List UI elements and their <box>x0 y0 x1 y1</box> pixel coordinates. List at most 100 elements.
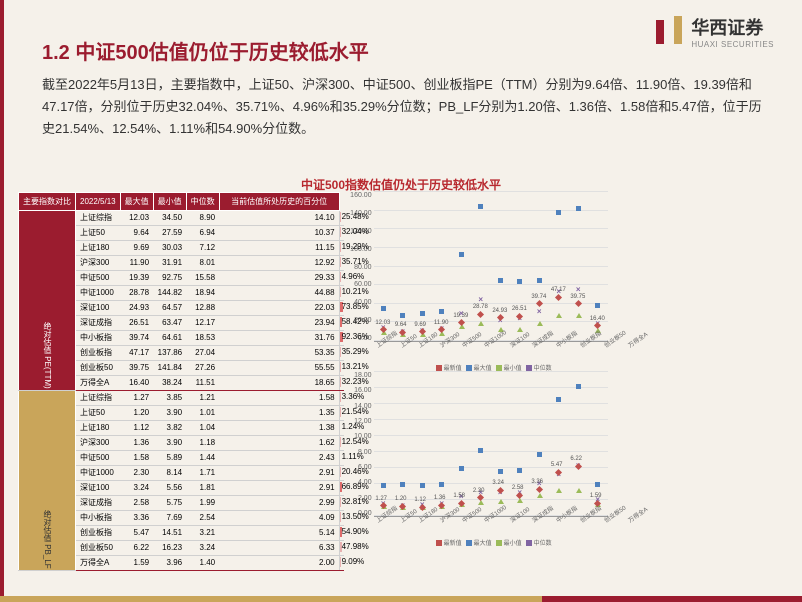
cell: 2.30 <box>120 466 153 481</box>
percentile-cell: 1.24% <box>339 421 344 436</box>
cell: 53.35 <box>219 346 339 361</box>
percentile-cell: 9.09% <box>339 556 344 571</box>
cell: 39.74 <box>120 331 153 346</box>
cell: 4.09 <box>219 511 339 526</box>
cell: 3.85 <box>153 391 186 406</box>
cell: 3.24 <box>120 481 153 496</box>
col-header: 最小值 <box>153 193 186 211</box>
cell: 1.27 <box>120 391 153 406</box>
cell: 2.43 <box>219 451 339 466</box>
cell: 5.47 <box>120 526 153 541</box>
cell: 18.94 <box>186 286 219 301</box>
cell: 7.12 <box>186 241 219 256</box>
cell: 1.38 <box>219 421 339 436</box>
col-header: 当前估值所处历史的百分位 <box>219 193 339 211</box>
table-row: 绝对估值 PB_LF上证综指1.273.851.211.583.36% <box>19 391 344 406</box>
percentile-cell: 10.21% <box>339 286 344 301</box>
percentile-cell: 35.29% <box>339 346 344 361</box>
cell: 31.91 <box>153 256 186 271</box>
table-row: 绝对估值 PE(TTM)上证综指12.0334.508.9014.1025.48… <box>19 211 344 226</box>
cell: 1.59 <box>120 556 153 571</box>
cell: 28.78 <box>120 286 153 301</box>
cell: 1.20 <box>120 406 153 421</box>
cell: 6.22 <box>120 541 153 556</box>
percentile-cell: 32.23% <box>339 376 344 391</box>
cell: 14.10 <box>219 211 339 226</box>
cell: 中小板指 <box>76 331 121 346</box>
percentile-cell: 58.42% <box>339 316 344 331</box>
col-header: 2022/5/13 <box>76 193 121 211</box>
cell: 创业板指 <box>76 346 121 361</box>
cell: 2.00 <box>219 556 339 571</box>
brand-logo: 华西证券 HUAXI SECURITIES <box>653 14 774 49</box>
cell: 14.51 <box>153 526 186 541</box>
cell: 9.69 <box>120 241 153 256</box>
logo-text-cn: 华西证券 <box>691 14 774 40</box>
percentile-cell: 12.54% <box>339 436 344 451</box>
group-label: 绝对估值 PB_LF <box>19 391 76 571</box>
cell: 1.58 <box>120 451 153 466</box>
logo-icon <box>653 16 685 48</box>
percentile-cell: 66.89% <box>339 481 344 496</box>
cell: 12.92 <box>219 256 339 271</box>
cell: 上证180 <box>76 241 121 256</box>
cell: 9.64 <box>120 226 153 241</box>
cell: 12.88 <box>186 301 219 316</box>
cell: 44.88 <box>219 286 339 301</box>
percentile-cell: 32.04% <box>339 226 344 241</box>
cell: 3.96 <box>153 556 186 571</box>
cell: 3.82 <box>153 421 186 436</box>
cell: 2.54 <box>186 511 219 526</box>
cell: 12.03 <box>120 211 153 226</box>
pe-boxplot-chart: 160.00140.00120.00100.0080.0060.0040.002… <box>350 192 610 372</box>
cell: 1.01 <box>186 406 219 421</box>
cell: 144.82 <box>153 286 186 301</box>
cell: 2.58 <box>120 496 153 511</box>
cell: 24.93 <box>120 301 153 316</box>
cell: 中证1000 <box>76 466 121 481</box>
cell: 23.94 <box>219 316 339 331</box>
cell: 16.23 <box>153 541 186 556</box>
cell: 深证100 <box>76 481 121 496</box>
cell: 1.35 <box>219 406 339 421</box>
footer-stripe <box>0 596 802 602</box>
cell: 64.57 <box>153 301 186 316</box>
cell: 8.90 <box>186 211 219 226</box>
cell: 29.33 <box>219 271 339 286</box>
cell: 3.90 <box>153 406 186 421</box>
percentile-cell: 47.98% <box>339 541 344 556</box>
group-label: 绝对估值 PE(TTM) <box>19 211 76 391</box>
percentile-cell: 1.11% <box>339 451 344 466</box>
cell: 11.90 <box>120 256 153 271</box>
cell: 7.69 <box>153 511 186 526</box>
cell: 1.71 <box>186 466 219 481</box>
cell: 5.89 <box>153 451 186 466</box>
col-header: 主要指数对比 <box>19 193 76 211</box>
cell: 1.58 <box>219 391 339 406</box>
percentile-cell: 32.81% <box>339 496 344 511</box>
cell: 中证500 <box>76 451 121 466</box>
cell: 39.75 <box>120 361 153 376</box>
cell: 1.04 <box>186 421 219 436</box>
cell: 3.90 <box>153 436 186 451</box>
cell: 8.01 <box>186 256 219 271</box>
cell: 深证成指 <box>76 316 121 331</box>
cell: 6.94 <box>186 226 219 241</box>
cell: 22.03 <box>219 301 339 316</box>
cell: 2.99 <box>219 496 339 511</box>
cell: 1.18 <box>186 436 219 451</box>
cell: 1.81 <box>186 481 219 496</box>
cell: 31.76 <box>219 331 339 346</box>
cell: 47.17 <box>120 346 153 361</box>
cell: 10.37 <box>219 226 339 241</box>
cell: 5.14 <box>219 526 339 541</box>
cell: 8.14 <box>153 466 186 481</box>
charts-column: 160.00140.00120.00100.0080.0060.0040.002… <box>350 192 784 571</box>
cell: 6.33 <box>219 541 339 556</box>
cell: 上证180 <box>76 421 121 436</box>
body-paragraph: 截至2022年5月13日，主要指数中，上证50、沪深300、中证500、创业板指… <box>42 74 772 140</box>
cell: 5.75 <box>153 496 186 511</box>
cell: 5.56 <box>153 481 186 496</box>
cell: 55.55 <box>219 361 339 376</box>
cell: 3.24 <box>186 541 219 556</box>
